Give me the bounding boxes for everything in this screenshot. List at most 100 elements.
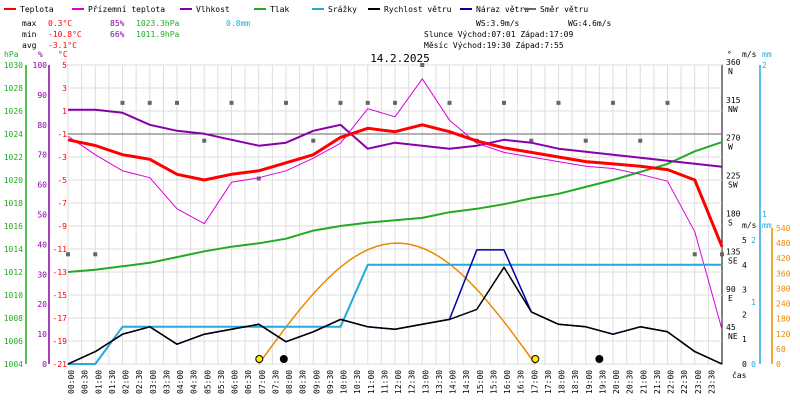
humidity-tick: 90: [37, 91, 47, 100]
wind-direction-label: NE: [728, 332, 738, 341]
unit-ms-lower: m/s: [742, 221, 757, 230]
time-tick: 07:00: [258, 370, 267, 394]
unit-degc: °C: [58, 50, 68, 59]
wind-direction-tick: 135: [726, 247, 741, 256]
time-tick: 16:30: [517, 370, 526, 394]
temperature-tick: -17: [53, 314, 68, 323]
temperature-tick: 5: [62, 61, 67, 70]
time-tick: 22:00: [667, 370, 676, 394]
solar-tick: 360: [776, 269, 791, 278]
wind-speed-tick: 4: [742, 261, 747, 270]
wind-direction-label: SW: [728, 181, 738, 190]
temperature-line: [67, 123, 724, 248]
wind-speed-tick: 1: [742, 335, 747, 344]
pressure-line: [67, 141, 723, 273]
max-label: max: [22, 19, 37, 28]
sunrise-marker: [255, 355, 264, 363]
wind-direction-point: [175, 100, 179, 105]
humidity-tick: 50: [37, 211, 47, 220]
solar-tick: 420: [776, 254, 791, 263]
max-pressure: 1023.3hPa: [136, 19, 180, 28]
ground-temperature-line: [67, 78, 723, 330]
time-tick: 06:30: [244, 370, 253, 394]
temperature-tick: -11: [53, 245, 68, 254]
time-tick: 00:30: [81, 370, 90, 394]
time-tick: 12:00: [394, 370, 403, 394]
pressure-tick: 1004: [4, 360, 23, 369]
wind-direction-point: [311, 138, 316, 143]
moon-times: Měsíc Východ:19:30 Západ:7:55: [424, 41, 564, 50]
unit-pct: %: [38, 50, 43, 59]
time-tick: 15:30: [489, 370, 498, 394]
pressure-tick: 1024: [4, 130, 23, 139]
time-tick: 21:30: [653, 370, 662, 394]
plot-area: [66, 63, 724, 365]
wind-direction-point: [284, 100, 288, 105]
time-tick: 02:30: [135, 370, 144, 394]
time-tick: 04:00: [176, 370, 185, 394]
solar-tick: 180: [776, 315, 791, 324]
moonrise-marker: [595, 355, 604, 363]
max-humidity: 85%: [110, 19, 125, 28]
precipitation-line: [68, 263, 722, 365]
unit-hpa: hPa: [4, 50, 19, 59]
time-tick: 18:30: [571, 370, 580, 394]
humidity-line: [68, 108, 723, 168]
time-tick: 18:00: [558, 370, 567, 394]
sun-times: Slunce Východ:07:01 Západ:17:09: [424, 30, 573, 39]
temperature-tick: -3: [57, 153, 67, 162]
pressure-tick: 1020: [4, 176, 23, 185]
x-axis-label: čas: [732, 370, 747, 380]
wind-direction-point: [556, 100, 561, 105]
time-tick: 17:30: [544, 370, 553, 394]
time-tick: 21:00: [639, 370, 648, 394]
unit-labels: hPa % °C ° m/s mm m/s mm čas: [4, 50, 772, 380]
wind-direction-point: [66, 252, 70, 257]
time-tick: 09:30: [326, 370, 335, 394]
pressure-tick: 1016: [4, 222, 23, 231]
wind-direction-label: N: [728, 67, 733, 76]
wind-direction-point: [393, 100, 397, 105]
temperature-tick: 1: [62, 107, 67, 116]
wind-direction-point: [502, 100, 506, 105]
time-tick: 07:30: [271, 370, 280, 394]
wind-direction-tick: 225: [726, 172, 741, 181]
wind-direction-tick: 90: [726, 285, 736, 294]
unit-mm: mm: [762, 50, 772, 59]
wind-direction-point: [120, 100, 125, 105]
time-tick: 14:30: [462, 370, 471, 394]
time-tick: 00:00: [67, 370, 76, 394]
time-tick: 19:30: [598, 370, 607, 394]
wind-direction-point: [583, 138, 588, 143]
temperature-tick: -19: [53, 337, 68, 346]
solar-tick: 480: [776, 239, 791, 248]
min-pressure: 1011.9hPa: [136, 30, 180, 39]
time-tick: 08:30: [299, 370, 308, 394]
temperature-tick: -13: [53, 268, 68, 277]
humidity-tick: 10: [37, 330, 47, 339]
pressure-tick: 1028: [4, 84, 23, 93]
humidity-tick: 70: [37, 151, 47, 160]
humidity-tick: 60: [37, 181, 47, 190]
wind-speed-tick: 0: [742, 360, 747, 369]
chart-title: 14.2.2025: [370, 52, 430, 65]
max-temp: 0.3°C: [48, 19, 72, 28]
wind-direction-point: [529, 138, 534, 143]
pressure-tick: 1030: [4, 61, 23, 70]
wind-speed-max: WS:3.9m/s: [476, 19, 520, 28]
legend-label: Tlak: [270, 5, 289, 14]
time-tick: 04:30: [190, 370, 199, 394]
solar-tick: 120: [776, 330, 791, 339]
time-tick: 03:30: [162, 370, 171, 394]
temperature-tick: -21: [53, 360, 68, 369]
time-tick: 20:00: [612, 370, 621, 394]
temperature-tick: -9: [57, 222, 67, 231]
min-temp: -10.8°C: [48, 30, 82, 39]
solar-tick: 0: [776, 360, 781, 369]
wind-direction-point: [93, 252, 98, 257]
time-tick: 12:30: [408, 370, 417, 394]
min-label: min: [22, 30, 37, 39]
time-tick: 05:30: [217, 370, 226, 394]
rain-tick: 2: [751, 236, 756, 245]
